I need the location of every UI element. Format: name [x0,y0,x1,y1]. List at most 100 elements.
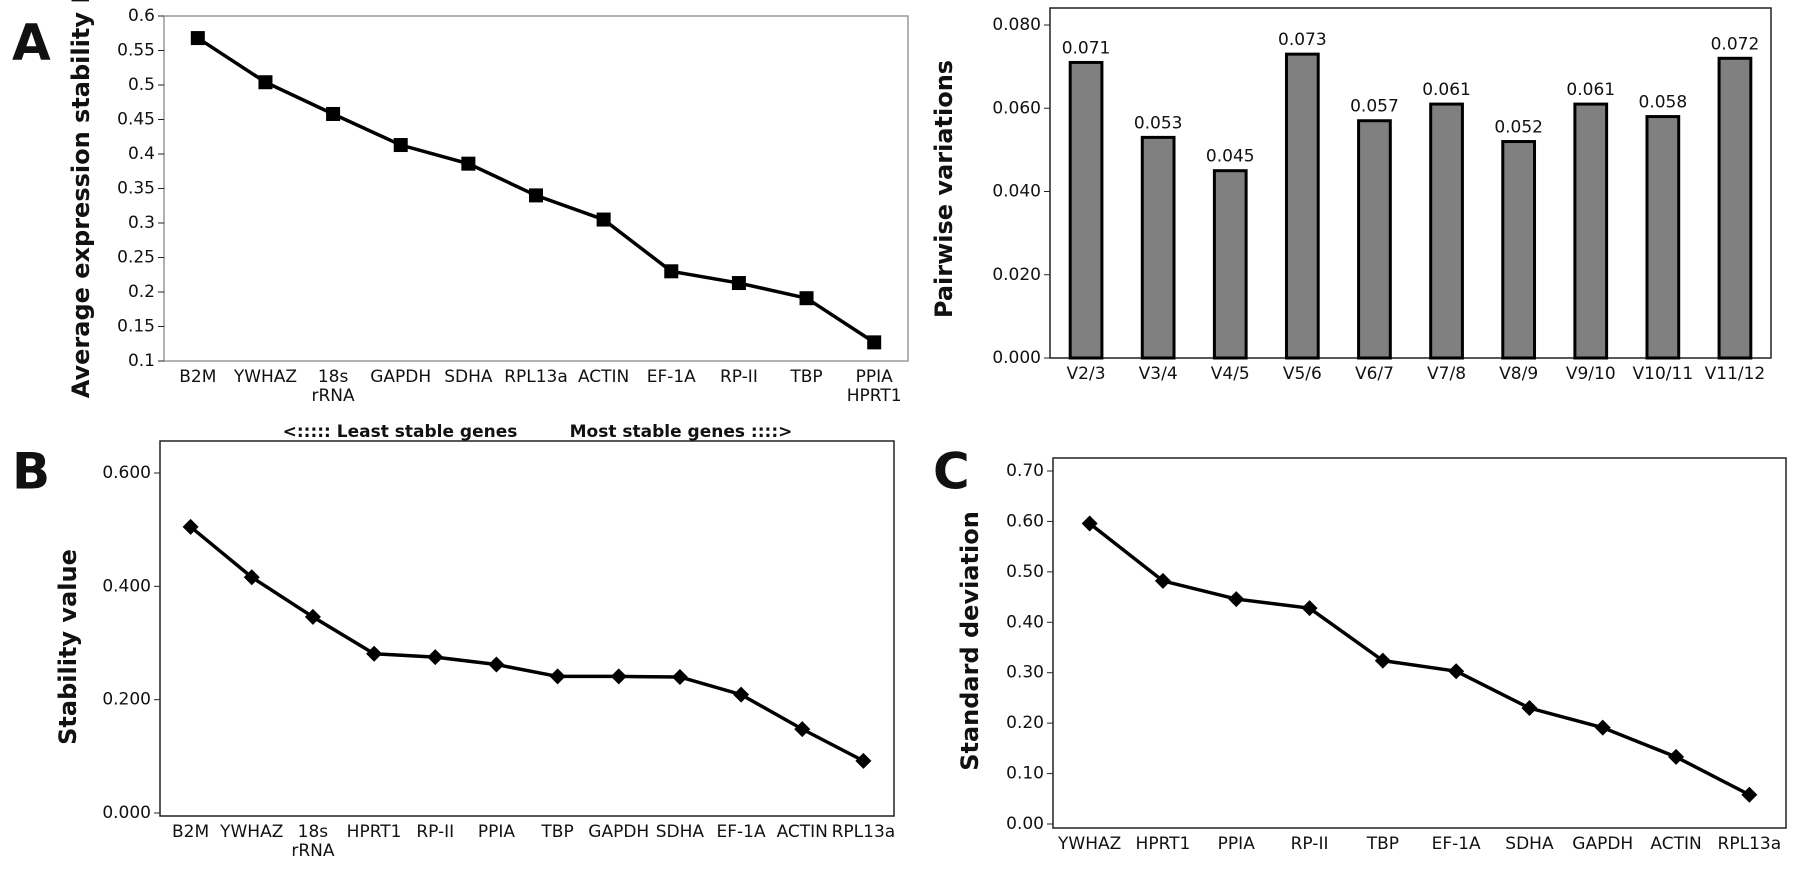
y-tick-label: 0.2 [128,282,155,302]
y-tick-label: 0.40 [1006,612,1044,632]
x-tick-label: YWHAZ [1058,834,1122,854]
y-axis-label: Pairwise variations [930,60,958,318]
x-tick-label: 18s rRNA [291,822,335,861]
annotation: <::::: Least stable genes [282,422,518,442]
x-tick-label: GAPDH [588,822,650,842]
x-tick-label: SDHA [444,367,493,387]
bar [1357,119,1392,360]
y-axis-label: Average expression stability M [67,0,95,398]
y-tick-label: 0.200 [102,690,151,710]
marker [326,106,341,121]
line [1088,522,1751,797]
x-tick-label: RPL13a [831,822,896,842]
plot-frame [1052,457,1787,829]
marker [1301,600,1318,617]
y-tick-label: 0.25 [117,248,155,268]
y-tick-label: 0.45 [117,110,155,130]
marker [529,188,543,203]
marker [1374,652,1391,669]
y-tick-label: 0.060 [992,98,1041,118]
x-tick-label: SDHA [1505,834,1554,854]
x-tick-label: SDHA [655,822,705,842]
x-tick-label: V3/4 [1138,364,1178,384]
x-tick-label: PPIA [1217,834,1255,854]
y-tick-label: 0.020 [992,265,1041,285]
y-tick-label: 0.30 [1006,663,1044,683]
marker [610,668,627,685]
y-tick-label: 0.000 [992,348,1041,368]
line [189,525,865,763]
marker [243,569,260,586]
x-tick-label: PPIA HPRT1 [846,367,902,406]
bar [1501,140,1537,360]
x-tick-label: ACTIN [776,822,828,842]
marker [731,276,746,291]
x-tick-label: V8/9 [1499,364,1539,384]
marker [1668,748,1685,765]
x-tick-label: ACTIN [1650,834,1702,854]
plot-frame [159,440,895,817]
x-tick-label: RP-II [1290,834,1329,854]
value-label: 0.052 [1494,118,1543,138]
panel-letter: B [12,443,50,501]
value-label: 0.061 [1566,80,1615,100]
x-tick-label: V6/7 [1354,364,1394,384]
x-tick-label: EF-1A [716,822,766,842]
bar [1429,102,1464,360]
x-tick-label: B2M [172,822,210,842]
bar [1717,56,1753,360]
y-tick-label: 0.10 [1006,764,1044,784]
y-tick-label: 0.50 [1006,562,1044,582]
y-tick-label: 0.4 [128,144,155,164]
marker [393,138,408,153]
y-tick-label: 0.000 [102,803,151,823]
marker [1081,515,1098,532]
value-label: 0.058 [1639,93,1688,113]
marker [190,31,205,46]
value-label: 0.073 [1278,30,1327,50]
y-tick-label: 0.1 [128,351,155,371]
marker [794,721,811,738]
value-label: 0.053 [1134,113,1183,133]
x-tick-label: RPL13a [1717,834,1782,854]
x-tick-label: EF-1A [1431,834,1481,854]
y-tick-label: 0.55 [117,41,155,61]
x-tick-label: 18s rRNA [311,367,355,406]
marker [366,645,383,662]
x-tick-label: V7/8 [1427,364,1467,384]
x-tick-label: TBP [1366,834,1399,854]
value-label: 0.071 [1062,38,1111,58]
y-tick-label: 0.00 [1006,814,1044,834]
bar [1140,135,1176,360]
x-tick-label: YWHAZ [233,367,298,387]
marker [304,608,321,625]
marker [855,752,872,769]
marker [488,656,505,673]
y-axis-label: Standard deviation [956,511,984,771]
marker [182,518,199,535]
panel-letter: A [12,14,51,72]
y-tick-label: 0.60 [1006,511,1044,531]
marker [799,291,814,306]
x-tick-label: V10/11 [1632,364,1694,384]
x-tick-label: YWHAZ [220,822,284,842]
value-label: 0.072 [1711,34,1760,54]
marker [671,669,688,685]
y-tick-label: 0.15 [117,317,155,337]
value-label: 0.045 [1206,147,1255,167]
x-tick-label: V2/3 [1066,364,1106,384]
annotation: Most stable genes ::::> [569,422,793,442]
x-tick-label: V5/6 [1282,364,1322,384]
y-tick-label: 0.040 [992,182,1041,202]
x-tick-label: RP-II [416,822,455,842]
marker [733,686,750,703]
y-tick-label: 0.3 [128,213,155,233]
x-tick-label: TBP [790,367,823,387]
x-tick-label: PPIA [477,822,515,842]
y-tick-label: 0.70 [1006,461,1044,481]
y-tick-label: 0.6 [128,6,155,26]
bar [1284,52,1320,360]
x-tick-label: V11/12 [1704,364,1766,384]
